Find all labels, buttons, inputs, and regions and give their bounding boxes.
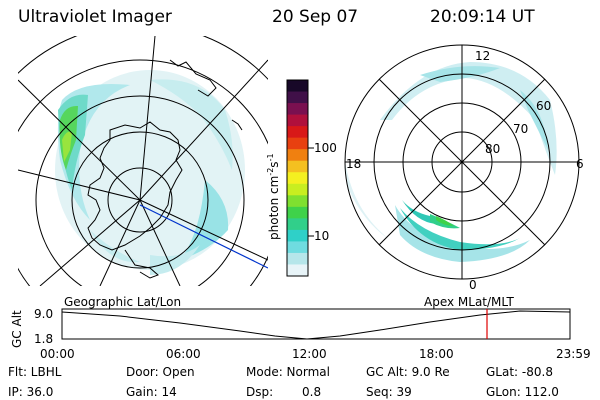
colorbar-swatch [287, 126, 308, 139]
info-dsp-label: Dsp: [246, 385, 273, 399]
magnetic-map [344, 44, 580, 280]
left-aurora-emission [55, 70, 245, 275]
xtick-0000: 00:00 [40, 347, 75, 361]
colorbar-swatch [287, 229, 308, 242]
altitude-curve [61, 310, 571, 340]
colorbar-swatch [287, 103, 308, 116]
right-mlt-lines [345, 45, 579, 279]
info-flt: Flt: LBHL [8, 365, 62, 379]
observation-time: 20:09:14 UT [430, 7, 535, 27]
colorbar-swatch [287, 91, 308, 104]
info-door: Door: Open [126, 365, 195, 379]
colorbar-ticks: 100 10 [308, 141, 337, 243]
colorbar [286, 79, 309, 277]
colorbar-swatch [287, 218, 308, 231]
colorbar-swatch [287, 195, 308, 208]
geo-caption: Geographic Lat/Lon [64, 295, 181, 309]
colorbar-tick-100: 100 [314, 141, 337, 155]
info-gain: Gain: 14 [126, 385, 177, 399]
colorbar-swatch [287, 80, 308, 93]
info-ip: IP: 36.0 [8, 385, 53, 399]
colorbar-swatch [287, 252, 308, 265]
colorbar-swatch [287, 264, 308, 277]
info-mode: Mode: Normal [246, 365, 330, 379]
peninsula-outline [124, 249, 159, 279]
colorbar-swatch [287, 172, 308, 185]
ytick-high: 9.0 [34, 307, 53, 321]
colorbar-swatch [287, 160, 308, 173]
info-glon: GLon: 112.0 [486, 385, 559, 399]
info-gcalt: GC Alt: 9.0 Re [366, 365, 450, 379]
colorbar-swatch [287, 241, 308, 254]
mlt-label-18: 18 [346, 157, 361, 171]
app-title: Ultraviolet Imager [18, 7, 172, 27]
left-meridians [18, 36, 268, 286]
info-seq: Seq: 39 [366, 385, 412, 399]
mlt-label-6: 6 [576, 157, 584, 171]
colorbar-unit-label: photon cm-2s-1 [266, 153, 281, 240]
info-dsp-value: 0.8 [302, 385, 321, 399]
info-panel: Flt: LBHL Door: Open Mode: Normal GC Alt… [8, 365, 559, 399]
colorbar-swatch [287, 206, 308, 219]
mlt-label-0: 0 [469, 278, 477, 292]
colorbar-swatch [287, 149, 308, 162]
left-lat-circles [18, 36, 268, 286]
mlt-label-12: 12 [475, 49, 490, 63]
xtick-1200: 12:00 [292, 347, 327, 361]
island-outline [231, 119, 243, 131]
observation-date: 20 Sep 07 [272, 7, 359, 27]
xtick-0600: 06:00 [166, 347, 201, 361]
australia-outline [169, 59, 217, 97]
info-glat: GLat: -80.8 [486, 365, 553, 379]
ytick-low: 1.8 [34, 332, 53, 346]
colorbar-frame [286, 79, 309, 277]
geographic-map [18, 36, 268, 286]
colorbar-swatch [287, 114, 308, 127]
antarctica-outline [87, 121, 183, 251]
mlat-label-80: 80 [485, 142, 500, 156]
colorbar-swatch [287, 183, 308, 196]
altitude-plot-frame [61, 308, 571, 340]
xtick-2359: 23:59 [556, 347, 591, 361]
mlat-label-60: 60 [536, 99, 551, 113]
mlat-label-70: 70 [513, 122, 528, 136]
colorbar-tick-10: 10 [314, 229, 329, 243]
xtick-1800: 18:00 [419, 347, 454, 361]
colorbar-swatch [287, 137, 308, 150]
gc-alt-axis-label: GC Alt [10, 310, 24, 348]
apex-caption: Apex MLat/MLT [424, 295, 514, 309]
